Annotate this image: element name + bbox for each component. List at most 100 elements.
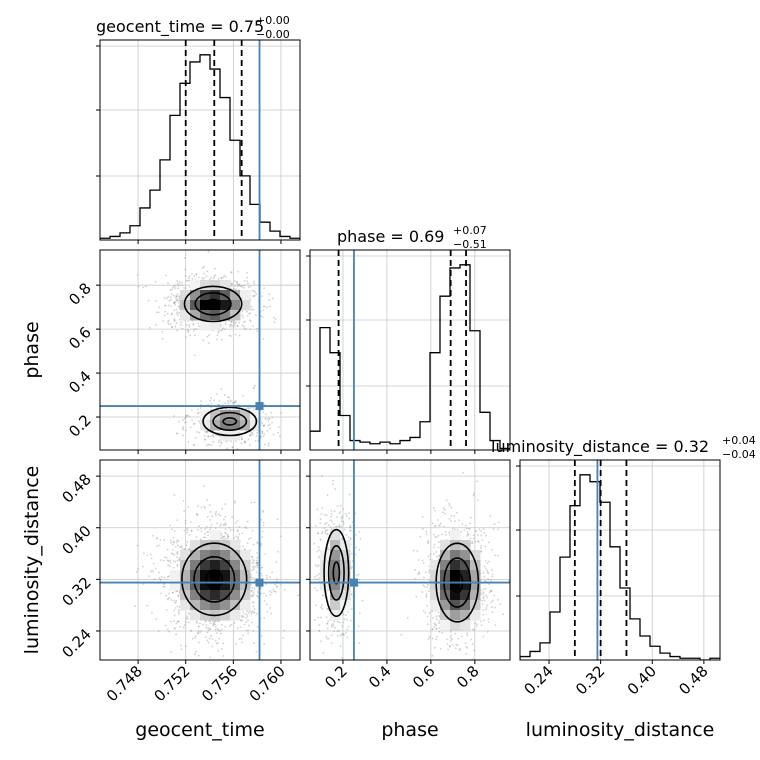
sample-point — [245, 629, 248, 632]
sample-point — [197, 412, 199, 415]
sample-point — [195, 620, 198, 623]
sample-point — [178, 300, 181, 302]
sample-point — [248, 444, 251, 446]
title-geocent-time-sup: +0.00 — [256, 14, 290, 27]
sample-point — [202, 485, 205, 488]
density-cell — [170, 570, 181, 581]
sample-point — [334, 626, 337, 629]
sample-point — [274, 590, 277, 593]
sample-point — [224, 402, 226, 405]
density-cell — [440, 550, 451, 561]
sample-point — [262, 435, 265, 438]
sample-point — [256, 591, 259, 593]
sample-point — [228, 334, 231, 337]
sample-point — [260, 587, 262, 590]
sample-point — [236, 447, 239, 450]
sample-point — [447, 648, 449, 651]
sample-point — [213, 620, 216, 623]
sample-point — [171, 549, 174, 551]
sample-point — [169, 559, 172, 562]
sample-point — [143, 552, 145, 555]
sample-point — [343, 528, 346, 531]
sample-point — [279, 584, 282, 587]
sample-point — [187, 331, 190, 333]
sample-point — [424, 571, 427, 574]
sample-point — [422, 610, 425, 612]
sample-point — [162, 585, 165, 588]
sample-point — [180, 545, 183, 548]
sample-point — [341, 633, 343, 636]
sample-point — [453, 673, 455, 675]
sample-point — [474, 529, 477, 532]
sample-point — [220, 534, 222, 536]
sample-point — [177, 305, 180, 308]
density-cell — [220, 600, 231, 611]
sample-point — [167, 597, 170, 600]
sample-point — [224, 531, 226, 534]
sample-point — [236, 627, 239, 630]
sample-point — [193, 354, 196, 357]
ylabel-phase: phase — [21, 321, 43, 378]
sample-point — [343, 618, 346, 621]
sample-point — [252, 295, 255, 297]
sample-point — [475, 625, 478, 628]
title-phase-sup: +0.07 — [453, 224, 487, 237]
sample-point — [199, 631, 201, 634]
sample-point — [254, 384, 256, 387]
sample-point — [317, 532, 319, 535]
sample-point — [142, 565, 144, 568]
sample-point — [213, 621, 215, 624]
sample-point — [166, 548, 169, 551]
sample-point — [480, 550, 483, 553]
density-cell — [440, 580, 451, 591]
sample-point — [256, 542, 259, 545]
sample-point — [145, 285, 147, 288]
sample-point — [321, 507, 324, 509]
sample-point — [205, 624, 208, 627]
sample-point — [426, 586, 429, 588]
sample-point — [150, 557, 153, 560]
sample-point — [164, 556, 166, 559]
density-cell — [190, 600, 201, 611]
sample-point — [186, 531, 189, 534]
sample-point — [435, 615, 438, 618]
sample-point — [232, 325, 235, 328]
sample-point — [240, 442, 243, 445]
sample-point — [231, 515, 234, 518]
sample-point — [497, 528, 500, 531]
sample-point — [209, 528, 212, 531]
sample-point — [247, 632, 249, 635]
sample-point — [268, 299, 271, 302]
sample-point — [160, 575, 163, 578]
title-luminosity-distance-sub: −0.04 — [722, 448, 756, 461]
sample-point — [262, 521, 265, 524]
sample-point — [170, 651, 172, 654]
sample-point — [230, 324, 233, 327]
sample-point — [480, 624, 483, 626]
sample-point — [458, 648, 461, 651]
density-cell — [220, 280, 231, 291]
sample-point — [434, 525, 436, 528]
sample-point — [418, 571, 421, 574]
sample-point — [487, 572, 490, 575]
sample-point — [173, 529, 176, 532]
sample-point — [193, 328, 196, 330]
sample-point — [313, 587, 316, 589]
sample-point — [174, 627, 177, 630]
sample-point — [218, 435, 221, 438]
sample-point — [449, 645, 451, 648]
density-cell — [240, 600, 251, 611]
sample-point — [428, 571, 430, 574]
sample-point — [173, 303, 176, 306]
density-cell — [450, 590, 461, 601]
contour-level — [181, 542, 248, 617]
sample-point — [422, 584, 425, 587]
sample-point — [196, 513, 198, 516]
density-cell — [460, 570, 471, 581]
sample-point — [315, 524, 317, 527]
sample-point — [351, 566, 353, 569]
panel-frame — [99, 459, 301, 661]
density-cell — [470, 610, 481, 621]
sample-point — [256, 566, 259, 569]
density-cell — [220, 580, 231, 591]
